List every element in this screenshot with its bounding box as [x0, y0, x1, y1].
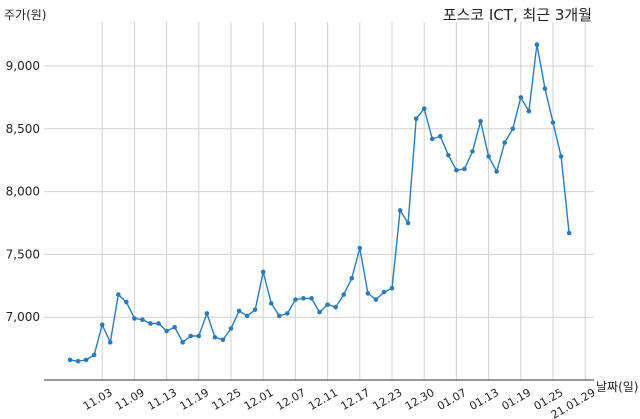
data-point: [405, 220, 411, 226]
data-point: [132, 316, 137, 321]
data-point: [550, 120, 556, 125]
data-point: [566, 230, 572, 236]
data-point: [357, 245, 363, 251]
data-point: [381, 289, 387, 295]
data-point: [301, 296, 306, 301]
series-layer: [67, 42, 572, 364]
data-point: [486, 154, 491, 159]
data-point: [317, 309, 322, 315]
data-point: [277, 313, 282, 319]
data-point: [502, 140, 508, 145]
x-axis-label: 날짜(일): [596, 380, 639, 394]
data-point: [446, 152, 451, 158]
x-tick-label: 12.01: [242, 386, 276, 413]
data-point: [99, 322, 105, 328]
axis-layer: 7,000 7,500 8,000 8,500 9,000 11.0311.0911.13…: [6, 59, 598, 419]
data-point: [260, 269, 266, 275]
data-point: [494, 169, 499, 174]
data-point: [268, 301, 274, 306]
data-point: [558, 154, 564, 159]
data-point: [341, 292, 347, 297]
x-tick-label: 12.17: [338, 386, 372, 413]
data-point: [309, 296, 314, 301]
grid-layer: [44, 22, 594, 380]
x-tick-label: 12.11: [306, 386, 340, 413]
y-tick-label: 8,000: [6, 185, 40, 199]
data-point: [285, 311, 290, 316]
data-point: [454, 167, 459, 173]
x-tick-label: 11.03: [81, 386, 115, 413]
x-tick-label: 11.19: [177, 386, 211, 413]
data-point: [148, 321, 153, 326]
data-point: [180, 340, 185, 345]
data-point: [116, 292, 121, 297]
x-tick-label: 12.23: [371, 386, 405, 413]
x-tick-label: 11.13: [145, 386, 179, 413]
data-point: [124, 299, 129, 305]
data-point: [196, 333, 202, 339]
data-point: [510, 126, 516, 132]
data-point: [413, 116, 419, 122]
x-tick-label: 01.13: [467, 386, 501, 413]
x-tick-label: 11.09: [113, 386, 147, 413]
y-tick-label: 7,500: [6, 247, 40, 261]
data-point: [164, 328, 169, 334]
data-point: [91, 352, 97, 358]
data-point: [212, 334, 218, 340]
data-point: [429, 136, 435, 142]
data-point: [325, 302, 330, 307]
x-tick-label: 01.19: [499, 386, 533, 413]
data-point: [252, 307, 258, 312]
data-point: [438, 134, 443, 139]
data-point: [462, 166, 467, 172]
y-axis-label: 주가(원): [4, 8, 47, 22]
data-point: [67, 357, 73, 363]
data-point: [365, 291, 371, 296]
x-tick-label: 01.07: [435, 386, 469, 413]
data-point: [293, 297, 298, 302]
data-point: [349, 275, 355, 281]
chart-title: 포스코 ICT, 최근 3개월: [442, 6, 592, 24]
data-point: [518, 95, 524, 100]
data-point: [397, 208, 403, 213]
data-point: [188, 333, 194, 339]
data-point: [470, 149, 475, 154]
data-point: [373, 297, 379, 302]
data-point: [83, 357, 89, 363]
data-point: [333, 304, 338, 310]
data-point: [478, 118, 483, 124]
y-tick-label: 7,000: [6, 310, 40, 324]
data-point: [236, 308, 242, 314]
y-tick-label: 8,500: [6, 122, 40, 136]
data-point: [220, 337, 226, 343]
data-point: [172, 324, 177, 330]
data-point: [75, 358, 81, 364]
data-point: [228, 326, 234, 331]
x-tick-label: 12.30: [403, 386, 437, 413]
data-point: [140, 317, 145, 323]
data-point: [534, 42, 540, 47]
x-tick-label: 12.07: [274, 386, 308, 413]
data-point: [526, 108, 532, 114]
data-point: [107, 340, 113, 345]
data-point: [156, 321, 161, 326]
data-point: [244, 313, 250, 319]
data-point: [204, 311, 210, 316]
y-tick-label: 9,000: [6, 59, 40, 73]
data-point: [542, 86, 548, 91]
data-point: [421, 106, 427, 111]
data-point: [389, 286, 395, 291]
x-tick-label: 11.25: [210, 386, 244, 413]
